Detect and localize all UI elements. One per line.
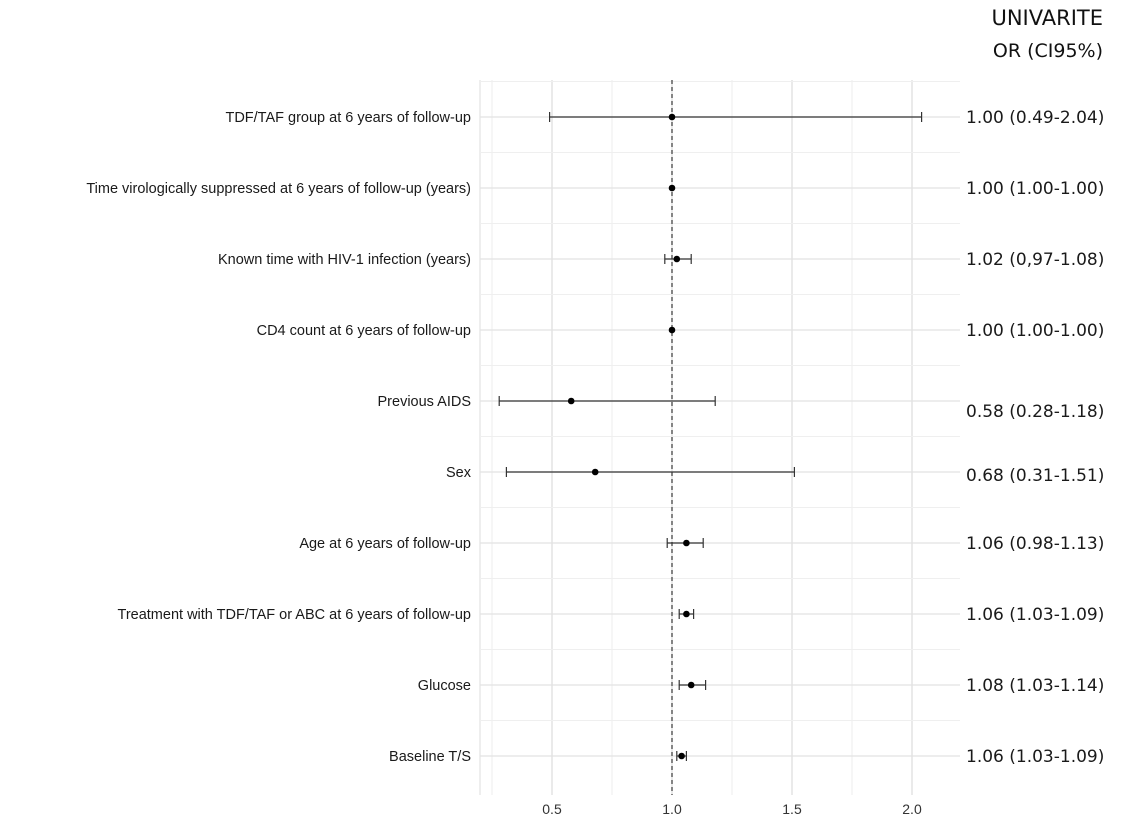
variable-label: Glucose [418, 678, 471, 694]
forest-row: CD4 count at 6 years of follow-up 1.00 (1… [257, 321, 1105, 341]
x-tick-label: 1.0 [662, 801, 682, 817]
or-point [567, 397, 575, 405]
forest-row: Baseline T/S 1.06 (1.03-1.09) [389, 747, 1104, 767]
or-ci-text: 1.00 (0.49-2.04) [966, 108, 1104, 128]
or-ci-text: 1.00 (1.00-1.00) [966, 179, 1104, 199]
variable-label: Known time with HIV-1 infection (years) [218, 252, 471, 268]
forest-row: Treatment with TDF/TAF or ABC at 6 years… [118, 605, 1105, 625]
or-ci-text: 1.08 (1.03-1.14) [966, 676, 1104, 696]
variable-label: Baseline T/S [389, 749, 471, 765]
forest-row: Time virologically suppressed at 6 years… [86, 179, 1104, 199]
forest-row: TDF/TAF group at 6 years of follow-up 1.0… [225, 108, 1104, 128]
forest-row: Sex 0.68 (0.31-1.51) [446, 465, 1104, 486]
x-axis: 0.5 1.0 1.5 2.0 [542, 801, 922, 817]
or-point [668, 326, 676, 334]
forest-row: Glucose 1.08 (1.03-1.14) [418, 676, 1105, 696]
or-ci-text: 1.06 (1.03-1.09) [966, 747, 1104, 767]
forest-row: Age at 6 years of follow-up 1.06 (0.98-1.… [299, 534, 1104, 554]
or-ci-text: 1.02 (0,97-1.08) [966, 250, 1104, 270]
variable-label: Time virologically suppressed at 6 years… [86, 181, 471, 197]
or-point [678, 752, 685, 760]
variable-label: CD4 count at 6 years of follow-up [257, 323, 471, 339]
variable-label: TDF/TAF group at 6 years of follow-up [225, 110, 471, 126]
or-point [683, 539, 690, 547]
x-tick-label: 2.0 [902, 801, 922, 817]
or-ci-text: 1.06 (1.03-1.09) [966, 605, 1104, 625]
forest-row: Previous AIDS 0.58 (0.28-1.18) [378, 394, 1105, 422]
or-point [591, 468, 599, 476]
or-ci-text: 0.58 (0.28-1.18) [966, 402, 1104, 422]
or-ci-text: 1.00 (1.00-1.00) [966, 321, 1104, 341]
or-ci-text: 1.06 (0.98-1.13) [966, 534, 1104, 554]
or-point [668, 113, 676, 121]
or-ci-text: 0.68 (0.31-1.51) [966, 466, 1104, 486]
x-tick-label: 1.5 [782, 801, 802, 817]
forest-row: Known time with HIV-1 infection (years) 1… [218, 250, 1104, 270]
variable-label: Previous AIDS [378, 394, 472, 410]
variable-label: Age at 6 years of follow-up [299, 536, 471, 552]
or-point [687, 681, 695, 689]
or-point [673, 255, 681, 263]
or-point [668, 184, 676, 192]
variable-label: Sex [446, 465, 472, 481]
x-tick-label: 0.5 [542, 801, 562, 817]
rows: TDF/TAF group at 6 years of follow-up 1.0… [86, 108, 1104, 767]
header-subtitle: OR (CI95%) [992, 40, 1103, 62]
variable-label: Treatment with TDF/TAF or ABC at 6 years… [118, 607, 472, 623]
header-title: UNIVARITE [991, 6, 1103, 30]
or-point [683, 610, 690, 618]
grid [479, 80, 960, 795]
